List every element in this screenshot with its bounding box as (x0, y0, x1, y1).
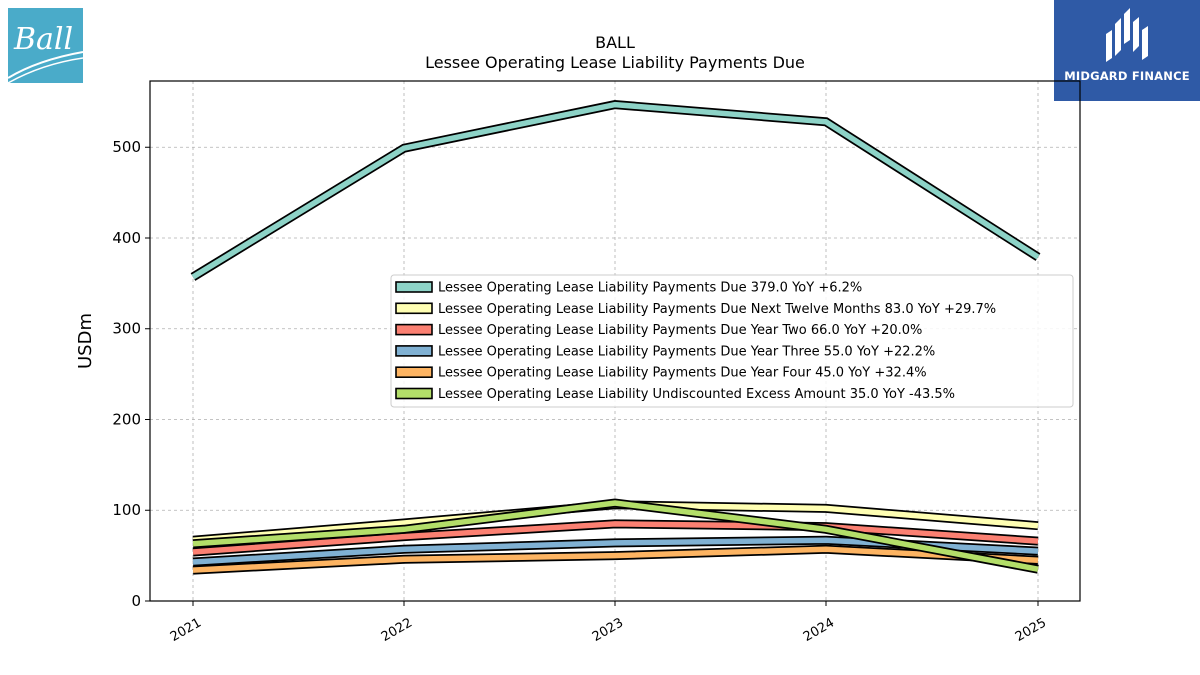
legend-entry: Lessee Operating Lease Liability Payment… (438, 344, 935, 359)
chart-subtitle: Lessee Operating Lease Liability Payment… (425, 53, 805, 72)
midgard-m-icon (1106, 8, 1148, 62)
legend-swatch (395, 323, 433, 336)
y-tick-label: 300 (112, 320, 141, 338)
legend: Lessee Operating Lease Liability Payment… (390, 274, 1074, 408)
series-fill (192, 500, 1039, 572)
y-tick-label: 100 (112, 501, 141, 519)
legend-entry: Lessee Operating Lease Liability Undisco… (438, 387, 955, 402)
y-tick-label: 400 (112, 229, 141, 247)
legend-swatch (395, 345, 433, 357)
y-tick-label: 0 (131, 592, 141, 610)
legend-entry: Lessee Operating Lease Liability Payment… (438, 302, 996, 317)
series-fill (191, 101, 1040, 280)
series-line (192, 498, 1039, 574)
y-axis-label: USDm (75, 313, 96, 369)
ball-logo: Ball (8, 8, 83, 83)
series-layer (190, 100, 1041, 575)
legend-swatch (395, 281, 433, 293)
ball-logo-text: Ball (14, 22, 74, 57)
series-line (192, 519, 1039, 557)
midgard-finance-logo: MIDGARD FINANCE (1054, 0, 1200, 101)
ball-logo-swoosh (8, 51, 83, 83)
series-fill (192, 521, 1039, 555)
series-outline (190, 100, 1041, 281)
legend-swatch (395, 387, 433, 400)
series-fill (192, 546, 1039, 573)
x-tick-label: 2024 (801, 615, 837, 645)
series-line (190, 100, 1041, 281)
series-line (192, 544, 1039, 575)
y-tick-label: 200 (112, 410, 141, 428)
legend-entry: Lessee Operating Lease Liability Payment… (438, 281, 862, 296)
midgard-finance-wordmark: MIDGARD FINANCE (1064, 69, 1190, 83)
legend-entry: Lessee Operating Lease Liability Payment… (438, 366, 927, 381)
legend-entry: Lessee Operating Lease Liability Payment… (438, 323, 922, 338)
x-tick-label: 2023 (590, 615, 626, 645)
x-tick-label: 2021 (168, 615, 204, 645)
legend-swatch (395, 366, 433, 379)
legend-box (390, 274, 1074, 408)
legend-swatch (395, 302, 433, 315)
chart-title: BALL (595, 33, 635, 52)
y-tick-label: 500 (112, 138, 141, 156)
x-tick-label: 2025 (1013, 615, 1049, 645)
x-tick-label: 2022 (379, 615, 415, 645)
